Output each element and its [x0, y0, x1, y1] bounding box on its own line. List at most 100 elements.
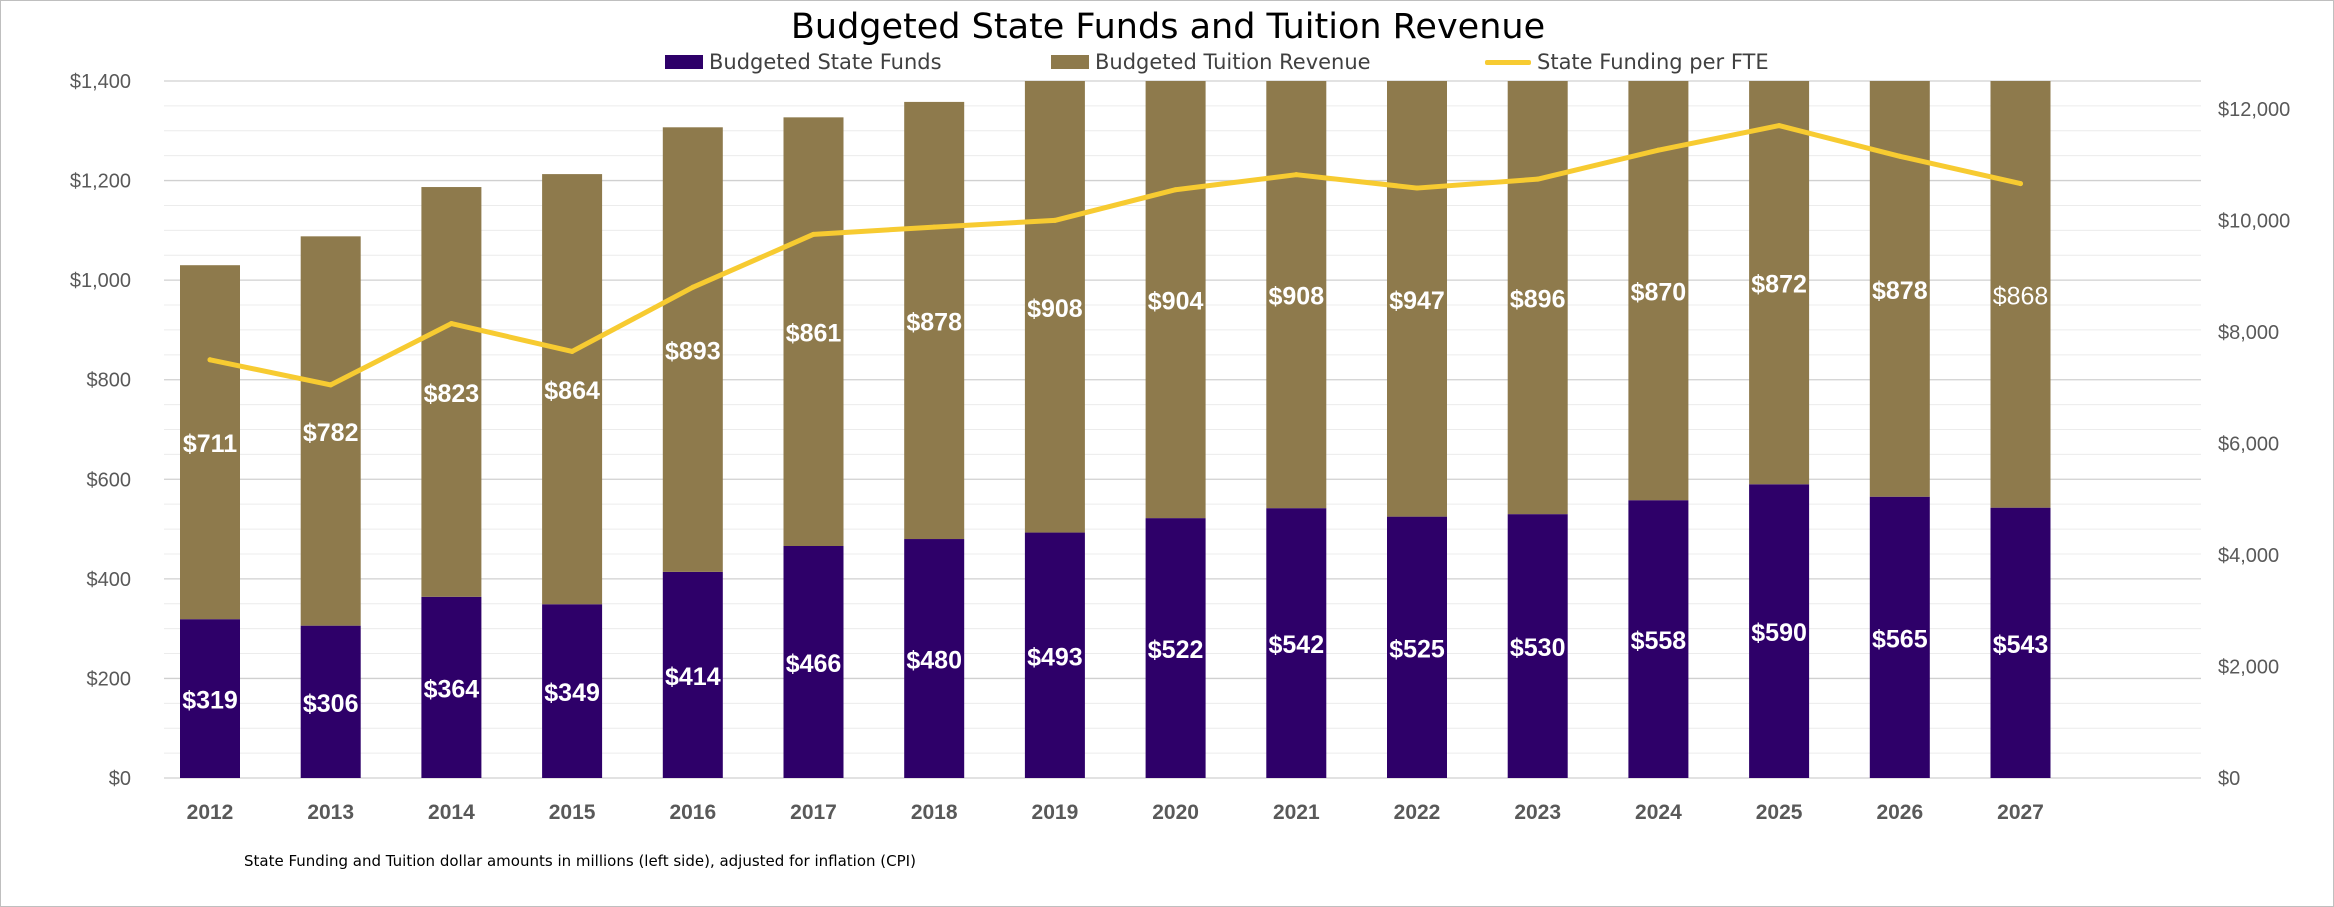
bar-tuition-revenue [300, 236, 361, 626]
line-point [1414, 185, 1420, 191]
line-point [1535, 176, 1541, 182]
line-point [811, 231, 816, 237]
x-tick-label: 2024 [1635, 801, 1682, 824]
line-point [1293, 172, 1299, 178]
bar-state-funds [1869, 496, 1930, 778]
data-label-state-funds: $522 [1148, 636, 1204, 664]
bar-state-funds [1990, 507, 2051, 778]
bar-state-funds [300, 625, 361, 778]
data-label-state-funds: $565 [1872, 625, 1928, 653]
right-tick-label: $0 [2218, 768, 2240, 790]
data-label-tuition-revenue: $893 [665, 338, 721, 366]
bar-tuition-revenue [1990, 81, 2051, 508]
left-tick-label: $1,200 [70, 171, 131, 193]
legend-box-swatch [1051, 55, 1089, 69]
bar-tuition-revenue [180, 265, 240, 620]
x-tick-label: 2020 [1152, 801, 1199, 824]
line-point [569, 348, 575, 354]
data-label-tuition-revenue: $872 [1751, 271, 1807, 299]
data-label-tuition-revenue: $870 [1631, 279, 1687, 307]
chart-title: Budgeted State Funds and Tuition Revenue [790, 7, 1546, 47]
data-label-state-funds: $542 [1268, 631, 1324, 659]
x-tick-label: 2016 [669, 801, 716, 824]
bar-tuition-revenue [904, 101, 965, 540]
bar-state-funds [662, 571, 723, 778]
data-label-tuition-revenue: $864 [544, 377, 600, 405]
data-label-tuition-revenue: $868 [1993, 282, 2049, 310]
right-tick-label: $4,000 [2218, 545, 2279, 567]
line-point [1052, 217, 1058, 223]
data-label-tuition-revenue: $908 [1027, 295, 1083, 323]
data-label-tuition-revenue: $947 [1389, 287, 1445, 315]
data-label-state-funds: $306 [303, 690, 359, 718]
data-label-tuition-revenue: $782 [303, 419, 359, 447]
line-point [207, 357, 213, 363]
bar-state-funds [904, 539, 965, 778]
line-point [1173, 187, 1179, 193]
data-label-state-funds: $364 [424, 675, 480, 703]
legend-label: State Funding per FTE [1537, 50, 1769, 74]
data-label-state-funds: $530 [1510, 634, 1566, 662]
left-tick-label: $0 [109, 768, 131, 790]
data-label-state-funds: $493 [1027, 643, 1083, 671]
bar-tuition-revenue [1266, 81, 1327, 509]
bar-state-funds [1628, 500, 1689, 778]
left-tick-label: $1,000 [70, 270, 131, 292]
data-label-tuition-revenue: $711 [183, 430, 237, 458]
line-point [1897, 153, 1903, 159]
data-label-state-funds: $349 [544, 679, 600, 707]
x-tick-label: 2018 [911, 801, 958, 824]
data-label-tuition-revenue: $904 [1148, 288, 1204, 316]
legend-item: State Funding per FTE [1485, 45, 1769, 79]
data-label-state-funds: $525 [1389, 635, 1445, 663]
bar-tuition-revenue [542, 174, 603, 605]
bar-state-funds [1145, 518, 1206, 778]
x-tick-label: 2022 [1394, 801, 1441, 824]
bar-state-funds [1507, 514, 1568, 778]
right-tick-label: $6,000 [2218, 433, 2279, 455]
bar-tuition-revenue [1024, 81, 1085, 533]
bar-tuition-revenue [1387, 81, 1447, 517]
data-label-state-funds: $466 [786, 650, 842, 678]
data-label-state-funds: $543 [1993, 631, 2049, 659]
legend-line-swatch [1485, 59, 1531, 65]
bar-tuition-revenue [662, 127, 723, 572]
data-label-state-funds: $558 [1631, 627, 1687, 655]
bar-state-funds [783, 545, 844, 778]
bar-state-funds [421, 596, 482, 778]
x-tick-label: 2013 [307, 801, 354, 824]
right-tick-label: $12,000 [2218, 99, 2290, 121]
bar-state-funds [1024, 532, 1085, 778]
bar-state-funds [542, 604, 603, 778]
line-state-funding-per-fte [207, 123, 2023, 388]
x-tick-label: 2012 [187, 801, 234, 824]
x-tick-label: 2023 [1514, 801, 1561, 824]
line-point [2018, 181, 2023, 187]
legend-label: Budgeted State Funds [709, 50, 942, 74]
legend-item: Budgeted State Funds [665, 45, 942, 79]
bar-state-funds [1266, 508, 1327, 778]
x-tick-label: 2021 [1273, 801, 1320, 824]
right-tick-label: $10,000 [2218, 210, 2290, 232]
left-tick-label: $1,400 [70, 71, 131, 93]
data-label-state-funds: $414 [665, 663, 721, 691]
x-tick-label: 2015 [549, 801, 596, 824]
legend: Budgeted State Funds Budgeted Tuition Rev… [1, 45, 2334, 79]
x-tick-label: 2017 [790, 801, 837, 824]
bar-tuition-revenue [1145, 81, 1206, 519]
bar-tuition-revenue [783, 117, 844, 546]
x-tick-label: 2026 [1876, 801, 1923, 824]
legend-item: Budgeted Tuition Revenue [1051, 45, 1371, 79]
right-tick-label: $2,000 [2218, 656, 2279, 678]
data-label-tuition-revenue: $878 [906, 308, 962, 336]
left-tick-label: $400 [87, 569, 132, 591]
data-label-state-funds: $590 [1751, 619, 1807, 647]
left-tick-label: $200 [87, 668, 132, 690]
data-label-tuition-revenue: $823 [424, 380, 480, 408]
bar-tuition-revenue [1507, 81, 1568, 515]
data-label-state-funds: $319 [182, 687, 238, 715]
line-point [690, 284, 696, 290]
x-tick-label: 2025 [1756, 801, 1803, 824]
